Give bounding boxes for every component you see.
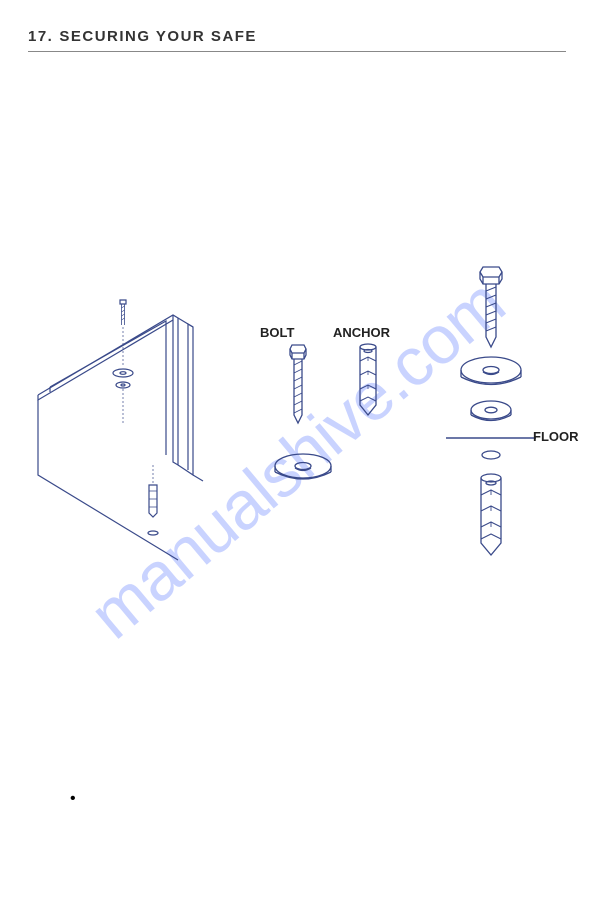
- anchor-label: ANCHOR: [333, 325, 390, 340]
- bullet-point: •: [70, 790, 76, 808]
- section-number: 17.: [28, 28, 53, 45]
- anchor-illustration: [348, 343, 388, 433]
- floor-label: FLOOR: [533, 429, 579, 444]
- assembly-diagram: BOLT ANCHOR: [28, 265, 566, 585]
- safe-corner-illustration: [28, 265, 253, 565]
- washer-illustration: [268, 450, 338, 490]
- bolt-label: BOLT: [260, 325, 294, 340]
- page-header: 17. SECURING YOUR SAFE: [28, 28, 566, 52]
- assembly-exploded-view: [438, 260, 548, 570]
- title-text: SECURING YOUR SAFE: [59, 28, 257, 45]
- bolt-illustration: [278, 343, 318, 433]
- section-title: 17. SECURING YOUR SAFE: [28, 28, 566, 52]
